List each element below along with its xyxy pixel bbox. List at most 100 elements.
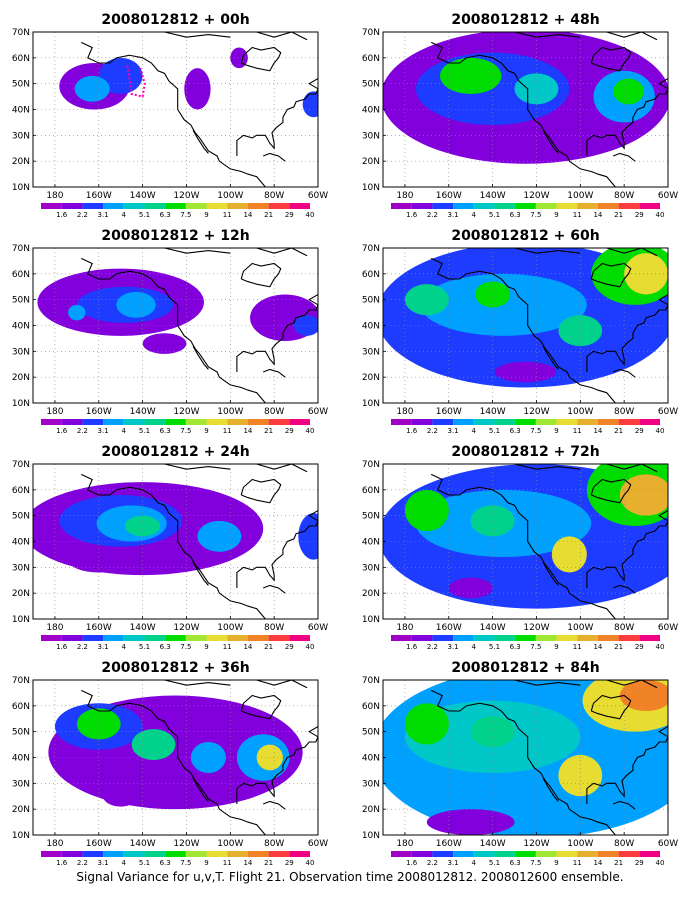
colorbar-swatch xyxy=(577,203,598,209)
colorbar-swatch xyxy=(41,203,62,209)
colorbar-label: 6.3 xyxy=(160,859,171,867)
lon-tick-label: 120W xyxy=(523,191,549,201)
colorbar-swatch xyxy=(82,419,104,425)
lon-tick-label: 100W xyxy=(567,191,593,201)
colorbar-swatch xyxy=(144,851,166,857)
lon-tick-label: 120W xyxy=(523,407,549,417)
colorbar-label: 2.2 xyxy=(77,643,88,651)
lon-tick-label: 100W xyxy=(567,839,593,849)
colorbar-swatch xyxy=(535,635,557,641)
colorbar-label: 4 xyxy=(472,643,477,651)
coastline xyxy=(612,152,636,162)
variance-figure: 2008012812 + 00h 70N 60N 50N 40N 30N 20N 10N 180… xyxy=(12,12,678,867)
colorbar-swatch xyxy=(556,635,578,641)
lon-tick-label: 180 xyxy=(46,191,63,201)
colorbar-label: 14 xyxy=(593,643,602,651)
colorbar-swatch xyxy=(597,635,619,641)
map-panel: 2008012812 + 24h 70N 60N 50N 40N 30N 20N 10N 180… xyxy=(12,444,328,651)
colorbar-label: 5.1 xyxy=(139,427,150,435)
lon-tick-label: 140W xyxy=(480,191,506,201)
colorbar-swatch xyxy=(639,635,660,641)
lat-tick-label: 20N xyxy=(362,157,380,167)
coastline xyxy=(80,41,267,187)
variance-contour xyxy=(131,729,176,761)
lat-tick-label: 60N xyxy=(362,486,380,496)
lat-tick-label: 10N xyxy=(362,831,380,841)
map-panel: 2008012812 + 12h 70N 60N 50N 40N 30N 20N 10N 180… xyxy=(12,228,328,435)
lon-tick-label: 100W xyxy=(217,839,243,849)
lat-tick-label: 60N xyxy=(362,270,380,280)
variance-contour xyxy=(404,284,449,316)
colorbar-label: 6.3 xyxy=(510,643,521,651)
coastline xyxy=(240,46,282,72)
colorbar-label: 5.1 xyxy=(139,643,150,651)
colorbar-swatch xyxy=(41,419,62,425)
lat-tick-label: 30N xyxy=(362,779,380,789)
colorbar-swatch xyxy=(515,419,536,425)
coastline xyxy=(192,129,209,154)
coastline xyxy=(590,478,632,504)
colorbar-swatch xyxy=(123,419,145,425)
colorbar-label: 1.6 xyxy=(56,211,68,219)
coastline xyxy=(430,257,617,403)
lon-tick-label: 100W xyxy=(567,623,593,633)
lon-tick-label: 100W xyxy=(567,407,593,417)
lat-tick-label: 10N xyxy=(12,831,30,841)
variance-contour xyxy=(197,520,242,552)
coastline xyxy=(514,248,581,254)
colorbar-swatch xyxy=(453,635,474,641)
coastline xyxy=(254,464,308,473)
variance-contour xyxy=(420,273,587,336)
coastline xyxy=(586,725,668,798)
coastline xyxy=(236,293,318,366)
lon-tick-label: 120W xyxy=(523,623,549,633)
colorbar-swatch xyxy=(165,203,186,209)
variance-contour xyxy=(494,361,557,383)
colorbar-label: 5.1 xyxy=(489,427,500,435)
coastline xyxy=(164,680,231,686)
variance-contour xyxy=(619,474,668,516)
lon-tick-label: 140W xyxy=(480,623,506,633)
colorbar-swatch xyxy=(289,203,310,209)
lat-tick-label: 40N xyxy=(12,538,30,548)
lat-tick-label: 40N xyxy=(362,538,380,548)
lat-tick-label: 40N xyxy=(362,106,380,116)
colorbar-label: 6.3 xyxy=(510,859,521,867)
colorbar-label: 21 xyxy=(614,643,623,651)
coastline xyxy=(586,509,668,582)
coastline xyxy=(430,689,617,835)
colorbar-swatch xyxy=(453,419,474,425)
lon-tick-label: 100W xyxy=(217,407,243,417)
colorbar-swatch xyxy=(227,851,248,857)
colorbar-swatch xyxy=(535,203,557,209)
coastline xyxy=(254,248,308,257)
lon-tick-label: 120W xyxy=(173,839,199,849)
coastline xyxy=(164,32,231,38)
colorbar-swatch xyxy=(411,635,433,641)
colorbar-swatch xyxy=(206,419,228,425)
colorbar-label: 29 xyxy=(635,211,644,219)
lat-tick-label: 40N xyxy=(12,754,30,764)
panel-title: 2008012812 + 24h xyxy=(101,444,249,460)
colorbar-swatch xyxy=(618,203,640,209)
colorbar-label: 11 xyxy=(223,643,232,651)
lon-tick-label: 180 xyxy=(46,839,63,849)
colorbar-label: 4 xyxy=(472,211,477,219)
colorbar-swatch xyxy=(515,635,536,641)
lon-tick-label: 80W xyxy=(264,407,284,417)
lat-tick-label: 50N xyxy=(362,512,380,522)
variance-contour xyxy=(298,513,318,560)
colorbar-swatch xyxy=(411,203,433,209)
lat-tick-label: 40N xyxy=(362,322,380,332)
colorbar-swatch xyxy=(453,851,474,857)
lat-tick-label: 30N xyxy=(12,131,30,141)
coastline xyxy=(514,464,581,470)
colorbar-label: 14 xyxy=(593,859,602,867)
map-panel: 2008012812 + 72h 70N 60N 50N 40N 30N 20N 10N 180… xyxy=(362,444,678,651)
colorbar-swatch xyxy=(227,419,248,425)
colorbar-label: 21 xyxy=(264,643,273,651)
colorbar-swatch xyxy=(61,203,83,209)
colorbar-label: 40 xyxy=(656,427,665,435)
variance-contour xyxy=(76,708,121,740)
lon-tick-label: 60W xyxy=(308,191,328,201)
